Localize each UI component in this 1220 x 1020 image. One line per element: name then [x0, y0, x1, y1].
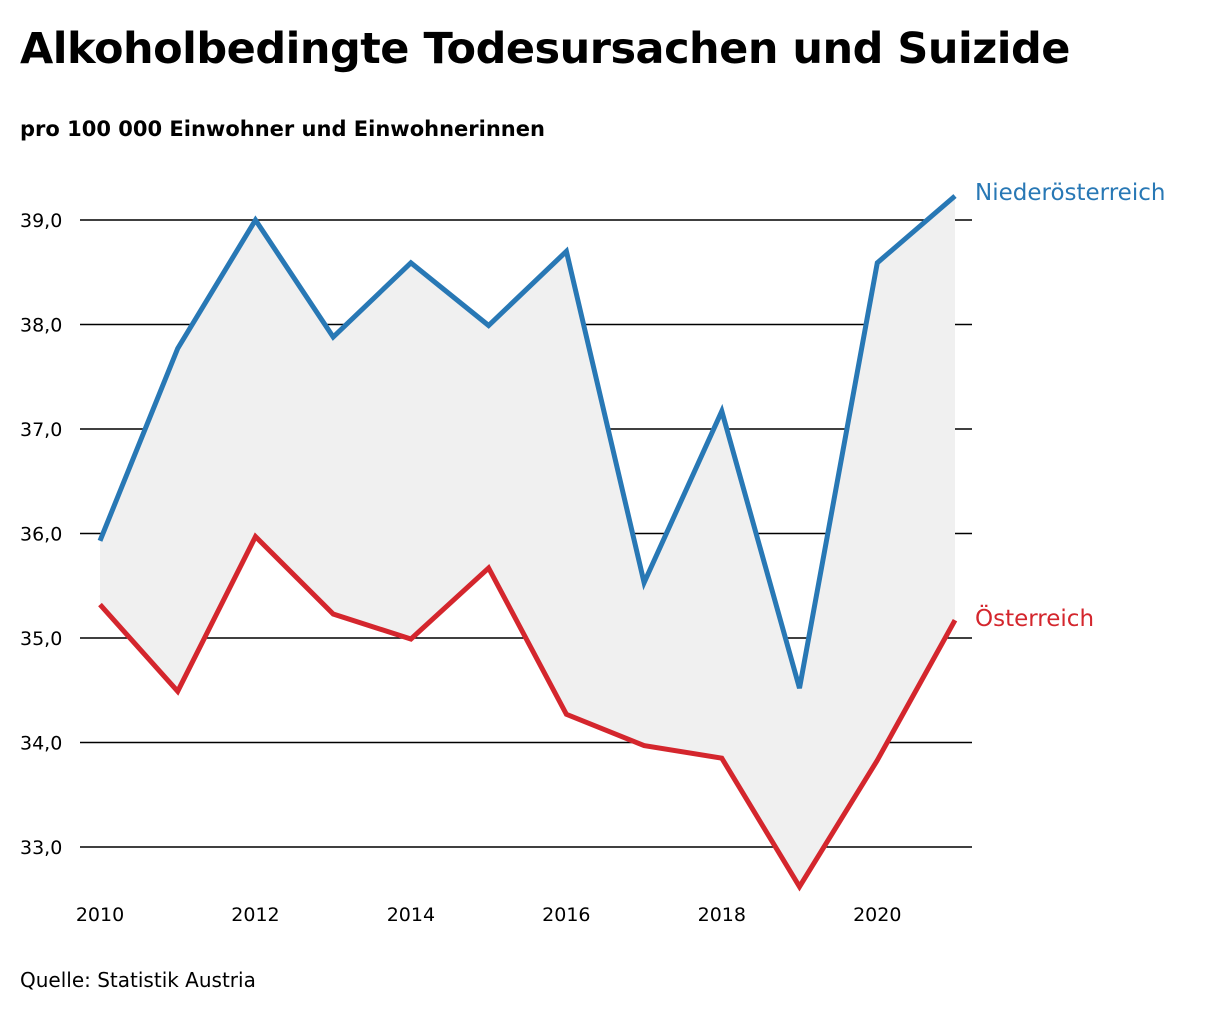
x-tick-label: 2010 — [76, 904, 124, 926]
series-label: Österreich — [975, 604, 1094, 632]
y-tick-label: 35,0 — [20, 628, 62, 650]
chart-title: Alkoholbedingte Todesursachen und Suizid… — [20, 24, 1070, 74]
series-label: Niederösterreich — [975, 180, 1165, 206]
y-tick-label: 36,0 — [20, 524, 62, 546]
series-line — [98, 532, 958, 892]
y-tick-label: 38,0 — [20, 315, 62, 337]
y-tick-label: 33,0 — [20, 837, 62, 859]
series-line — [97, 194, 957, 689]
source-note: Quelle: Statistik Austria — [20, 968, 256, 992]
x-tick-label: 2020 — [853, 904, 901, 926]
y-tick-label: 34,0 — [20, 733, 62, 755]
x-axis-tick-labels: 2010 2012 2014 2016 2018 2020 — [76, 904, 902, 926]
gap-area — [100, 196, 955, 887]
area-between-series — [100, 196, 955, 887]
y-tick-label: 37,0 — [20, 419, 62, 441]
line-chart: 33,034,035,036,037,038,039,0 2010 2012 201… — [20, 180, 1165, 926]
series-labels: Niederösterreich Österreich — [975, 180, 1165, 632]
x-tick-label: 2014 — [387, 904, 435, 926]
chart-subtitle: pro 100 000 Einwohner und Einwohnerinnen — [20, 117, 545, 141]
x-tick-label: 2012 — [231, 904, 279, 926]
x-tick-label: 2018 — [698, 904, 746, 926]
y-axis-tick-labels: 33,0 34,0 35,0 36,0 37,0 38,0 39,0 — [20, 210, 62, 859]
series-lines — [97, 194, 958, 892]
y-tick-label: 39,0 — [20, 210, 62, 232]
x-tick-label: 2016 — [542, 904, 590, 926]
